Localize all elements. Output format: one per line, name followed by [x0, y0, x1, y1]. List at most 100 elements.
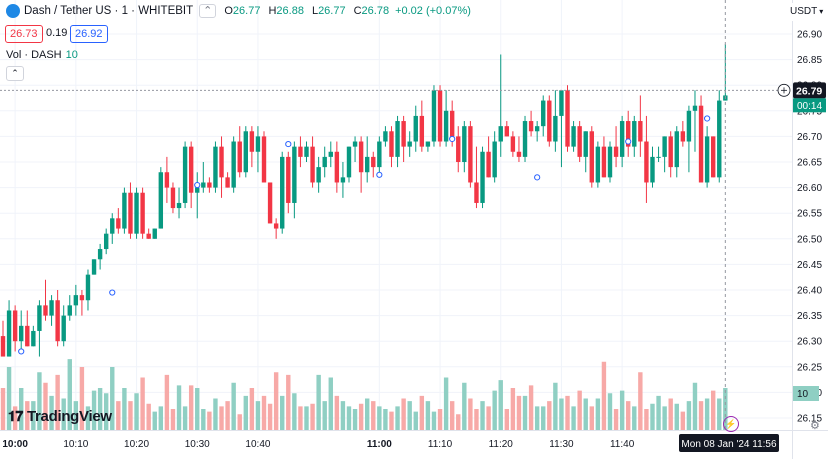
- countdown-tag: [793, 98, 826, 113]
- candle-body: [613, 146, 619, 157]
- symbol-title[interactable]: Dash / Tether US · 1 · WHITEBIT: [24, 5, 194, 17]
- volume-bar: [201, 409, 206, 430]
- candle-body: [231, 141, 236, 188]
- high-value: 26.88: [276, 5, 304, 17]
- volume-bar: [632, 406, 637, 430]
- candle: [146, 228, 151, 239]
- candle-body: [504, 126, 510, 137]
- volume-bar: [717, 398, 722, 430]
- candle-body: [201, 182, 206, 188]
- candle: [407, 131, 412, 157]
- candle: [6, 300, 12, 357]
- chevron-up-icon[interactable]: ⌃: [199, 4, 217, 18]
- volume-bar: [389, 411, 394, 430]
- candle-body: [152, 228, 157, 239]
- volume-tag-value: 10: [797, 389, 809, 400]
- candle: [304, 141, 309, 162]
- volume-bar: [534, 406, 540, 430]
- lightning-icon[interactable]: ⚡: [723, 416, 739, 432]
- volume-bar: [456, 414, 461, 430]
- volume-bar: [504, 409, 510, 430]
- price-tick-label: 26.15: [797, 414, 822, 425]
- candle-body: [704, 136, 710, 183]
- currency-selector[interactable]: USDT ▾: [790, 3, 826, 21]
- candle: [328, 141, 333, 168]
- candle-body: [680, 131, 686, 142]
- volume-bar: [601, 361, 607, 430]
- candle: [55, 290, 60, 347]
- candle: [571, 121, 576, 152]
- candle: [225, 172, 230, 188]
- candle: [91, 259, 97, 275]
- candle-body: [413, 115, 418, 142]
- candle-body: [401, 121, 406, 147]
- candle: [195, 172, 200, 219]
- candle-body: [61, 315, 66, 342]
- tv-logo-icon: 𝟏𝟕: [8, 408, 23, 424]
- volume-bar: [280, 395, 285, 430]
- volume-bar: [371, 401, 376, 430]
- candle: [79, 290, 85, 316]
- volume-bar: [565, 395, 570, 430]
- candle: [273, 218, 279, 239]
- volume-bar: [431, 411, 437, 430]
- collapse-legend-button[interactable]: ⌃: [6, 66, 24, 81]
- sell-price-button[interactable]: 26.73: [5, 25, 43, 43]
- price-tick-label: 26.35: [797, 311, 822, 322]
- candle: [249, 126, 255, 168]
- gear-icon[interactable]: ⚙: [810, 420, 820, 432]
- candle-body: [565, 90, 570, 147]
- volume-bar: [571, 406, 576, 430]
- candle-body: [310, 146, 315, 183]
- price-tick-label: 26.45: [797, 260, 822, 271]
- volume-bar: [346, 406, 352, 430]
- candle: [704, 126, 710, 188]
- candle-body: [286, 156, 291, 203]
- volume-bar: [674, 403, 679, 430]
- candle: [12, 305, 18, 352]
- candle-body: [25, 325, 30, 347]
- candle-body: [443, 110, 449, 142]
- candle-body: [377, 141, 382, 168]
- candle-body: [371, 156, 376, 168]
- volume-bar: [207, 411, 212, 430]
- buy-price-button[interactable]: 26.92: [70, 25, 108, 43]
- candle-body: [31, 330, 36, 347]
- volume-bar: [97, 388, 103, 430]
- candle: [334, 141, 340, 193]
- candle-body: [19, 325, 24, 342]
- candle: [534, 121, 540, 142]
- candle-body: [207, 182, 212, 188]
- candle-body: [632, 121, 637, 147]
- candle-body: [219, 146, 224, 178]
- volume-bar: [553, 382, 558, 430]
- candle-body: [686, 110, 692, 142]
- time-tick-label: 10:20: [124, 439, 149, 450]
- volume-value: 10: [65, 49, 78, 61]
- candle-body: [547, 100, 552, 142]
- candle-body: [571, 126, 576, 147]
- volume-bar: [480, 401, 485, 430]
- candle: [128, 182, 133, 239]
- candle: [577, 121, 582, 162]
- volume-bar: [49, 395, 54, 430]
- countdown-value: 00:14: [797, 101, 822, 112]
- candle-body: [43, 305, 48, 316]
- volume-bar: [668, 398, 673, 430]
- candle: [413, 105, 418, 152]
- volume-bar: [407, 401, 412, 430]
- logo-text: TradingView: [26, 408, 112, 425]
- volume-bar: [213, 398, 218, 430]
- time-tick-label: 11:20: [489, 439, 514, 450]
- volume-bar: [310, 403, 315, 430]
- tradingview-logo[interactable]: 𝟏𝟕 TradingView: [8, 408, 112, 425]
- candle: [243, 126, 248, 178]
- candle: [255, 126, 261, 173]
- candle-body: [6, 310, 12, 357]
- volume-bar: [559, 398, 564, 430]
- volume-bar: [626, 401, 631, 430]
- candle-body: [328, 151, 333, 157]
- candle-body: [668, 136, 673, 168]
- candle: [619, 115, 625, 168]
